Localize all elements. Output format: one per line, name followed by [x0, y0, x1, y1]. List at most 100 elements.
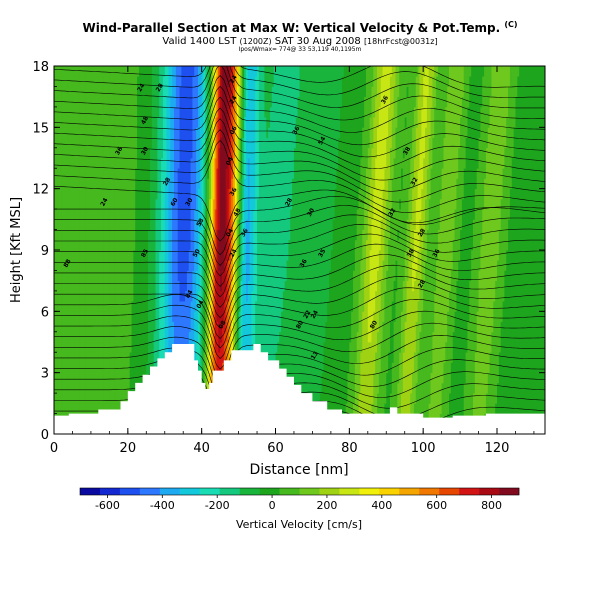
field-cell: [140, 86, 144, 98]
field-cell: [258, 311, 262, 322]
field-cell: [105, 147, 108, 159]
field-cell: [144, 127, 147, 138]
field-cell: [214, 290, 217, 302]
field-cell: [78, 239, 81, 251]
field-cell: [65, 250, 68, 261]
field-cell: [227, 188, 230, 200]
field-cell: [257, 311, 260, 322]
field-cell: [161, 260, 164, 271]
field-cell: [68, 270, 72, 282]
field-cell: [68, 372, 72, 384]
field-cell: [221, 86, 225, 98]
field-cell: [297, 301, 300, 312]
field-cell: [260, 178, 263, 190]
field-cell: [172, 311, 175, 322]
field-cell: [54, 137, 57, 149]
field-cell: [173, 66, 177, 77]
field-cell: [127, 96, 131, 108]
field-cell: [146, 66, 149, 77]
field-cell: [122, 86, 125, 98]
field-cell: [240, 239, 243, 251]
field-cell: [118, 76, 121, 87]
field-cell: [118, 188, 121, 200]
field-cell: [114, 290, 118, 302]
field-cell: [269, 352, 273, 363]
field-cell: [297, 117, 300, 128]
field-cell: [98, 270, 101, 282]
field-cell: [301, 280, 304, 292]
field-cell: [260, 209, 263, 220]
field-cell: [111, 270, 114, 282]
field-cell: [125, 311, 129, 322]
field-cell: [306, 96, 310, 108]
field-cell: [103, 393, 107, 404]
field-cell: [260, 290, 263, 302]
field-cell: [148, 301, 151, 312]
field-cell: [170, 198, 173, 210]
field-cell: [290, 280, 293, 292]
field-cell: [247, 66, 251, 77]
field-cell: [83, 382, 86, 394]
field-cell: [264, 331, 267, 343]
field-cell: [277, 76, 280, 87]
field-cell: [286, 352, 289, 363]
field-cell: [295, 209, 299, 220]
field-cell: [218, 219, 221, 230]
field-cell: [148, 147, 151, 159]
field-cell: [286, 137, 289, 149]
field-cell: [122, 331, 125, 343]
field-cell: [113, 127, 116, 138]
field-cell: [258, 198, 262, 210]
field-cell: [251, 229, 254, 241]
field-cell: [218, 270, 221, 282]
field-cell: [94, 198, 97, 210]
field-cell: [286, 219, 289, 230]
field-cell: [185, 178, 188, 190]
field-cell: [103, 321, 107, 333]
field-cell: [161, 188, 164, 200]
field-cell: [216, 198, 219, 210]
field-cell: [236, 137, 239, 149]
field-cell: [244, 117, 247, 128]
field-cell: [159, 250, 162, 261]
field-cell: [266, 106, 269, 118]
field-cell: [273, 342, 276, 353]
field-cell: [98, 250, 101, 261]
field-cell: [61, 86, 64, 98]
field-cell: [72, 311, 75, 322]
field-cell: [113, 178, 116, 190]
field-cell: [238, 76, 241, 87]
field-cell: [255, 137, 258, 149]
field-cell: [166, 239, 169, 251]
field-cell: [133, 137, 136, 149]
field-cell: [168, 86, 171, 98]
field-cell: [129, 66, 132, 77]
field-cell: [125, 382, 129, 394]
field-cell: [162, 147, 166, 159]
field-cell: [221, 178, 225, 190]
field-cell: [268, 301, 271, 312]
field-cell: [113, 198, 116, 210]
field-cell: [279, 137, 282, 149]
field-cell: [299, 290, 302, 302]
field-cell: [214, 178, 217, 190]
field-cell: [205, 331, 208, 343]
field-cell: [72, 106, 75, 118]
field-cell: [127, 372, 131, 384]
field-cell: [162, 178, 166, 190]
field-cell: [207, 127, 210, 138]
field-cell: [94, 403, 97, 414]
field-cell: [161, 127, 164, 138]
field-cell: [210, 117, 214, 128]
field-cell: [140, 290, 144, 302]
field-cell: [74, 372, 77, 384]
field-cell: [114, 362, 118, 374]
field-cell: [227, 168, 230, 179]
field-cell: [162, 260, 166, 271]
field-cell: [92, 178, 96, 190]
valid-date: SAT 30 Aug 2008: [274, 36, 361, 47]
field-cell: [223, 290, 227, 302]
field-cell: [271, 280, 275, 292]
field-cell: [94, 239, 97, 251]
field-cell: [137, 372, 140, 384]
